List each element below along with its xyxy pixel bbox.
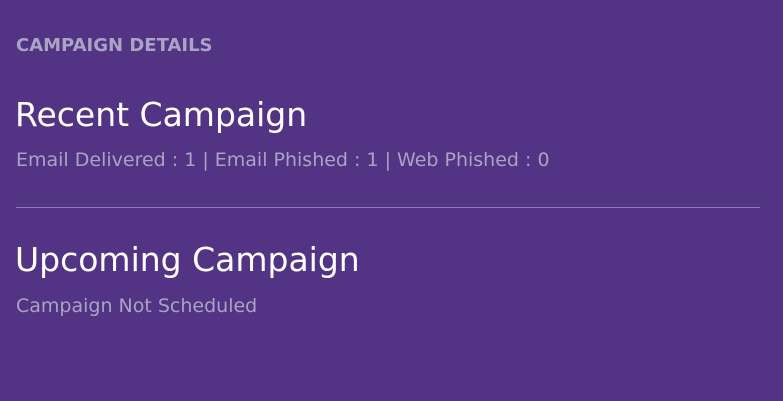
divider (16, 207, 760, 208)
section-label: CAMPAIGN DETAILS (16, 35, 213, 56)
upcoming-campaign-status: Campaign Not Scheduled (16, 295, 258, 317)
recent-campaign-title: Recent Campaign (15, 95, 308, 134)
recent-campaign-stats: Email Delivered : 1 | Email Phished : 1 … (16, 149, 550, 171)
upcoming-campaign-title: Upcoming Campaign (15, 240, 360, 279)
